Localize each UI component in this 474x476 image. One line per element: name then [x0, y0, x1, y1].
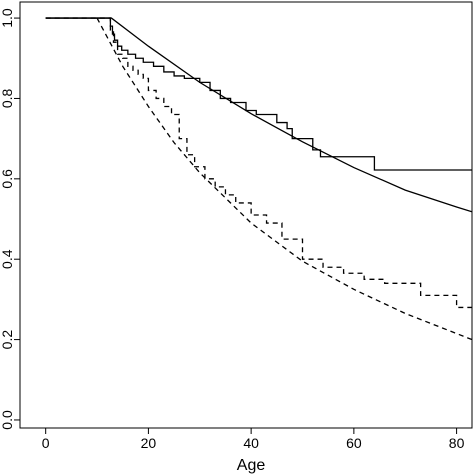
x-tick-label: 0 — [42, 435, 50, 451]
x-tick-label: 20 — [141, 435, 157, 451]
y-tick-label: 0.8 — [0, 89, 15, 109]
plot-frame — [19, 1, 473, 429]
x-tick-label: 40 — [243, 435, 259, 451]
series-4-dashed-step-line — [45, 17, 472, 309]
y-tick-label: 0.0 — [0, 410, 15, 430]
x-tick-label: 80 — [449, 435, 465, 451]
y-tick-label: 0.4 — [0, 249, 15, 269]
x-tick-label: 60 — [346, 435, 362, 451]
plot-area — [45, 17, 472, 341]
series-2-solid-step-line — [45, 17, 472, 171]
y-tick-label: 1.0 — [0, 8, 15, 28]
axes: 0 20 40 60 80 0.0 0.2 0.4 0.6 0.8 1.0 — [0, 1, 473, 451]
y-tick-label: 0.2 — [0, 330, 15, 350]
x-axis-label: Age — [237, 457, 266, 474]
y-tick-label: 0.6 — [0, 169, 15, 189]
series-1-solid-smooth-line — [45, 17, 472, 213]
